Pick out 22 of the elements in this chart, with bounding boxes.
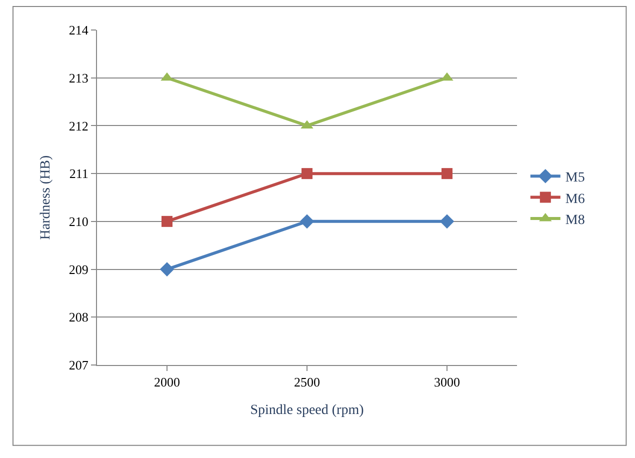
y-tick-label: 209 xyxy=(68,262,88,277)
legend-label: M8 xyxy=(565,212,585,228)
point xyxy=(300,214,314,229)
y-tick-label: 208 xyxy=(68,310,88,325)
y-tick-label: 214 xyxy=(68,22,89,38)
legend-label: M5 xyxy=(565,170,585,186)
point xyxy=(162,216,172,227)
y-tick-label: 212 xyxy=(68,118,88,134)
point xyxy=(440,214,454,229)
y-tick-label: 211 xyxy=(69,166,88,182)
y-tick-label: 213 xyxy=(68,70,88,86)
y-axis-title: Hardness (HB) xyxy=(38,154,54,240)
point xyxy=(442,168,452,180)
x-tick-label: 2000 xyxy=(154,374,180,390)
y-tick-label: 210 xyxy=(68,214,88,229)
legend-label: M6 xyxy=(565,192,585,207)
y-tick-label: 207 xyxy=(68,358,89,373)
x-axis-title: Spindle speed (rpm) xyxy=(250,402,364,418)
x-tick-label: 3000 xyxy=(434,374,460,390)
x-tick-label: 2500 xyxy=(294,374,320,390)
point xyxy=(302,168,312,180)
point xyxy=(160,262,174,276)
